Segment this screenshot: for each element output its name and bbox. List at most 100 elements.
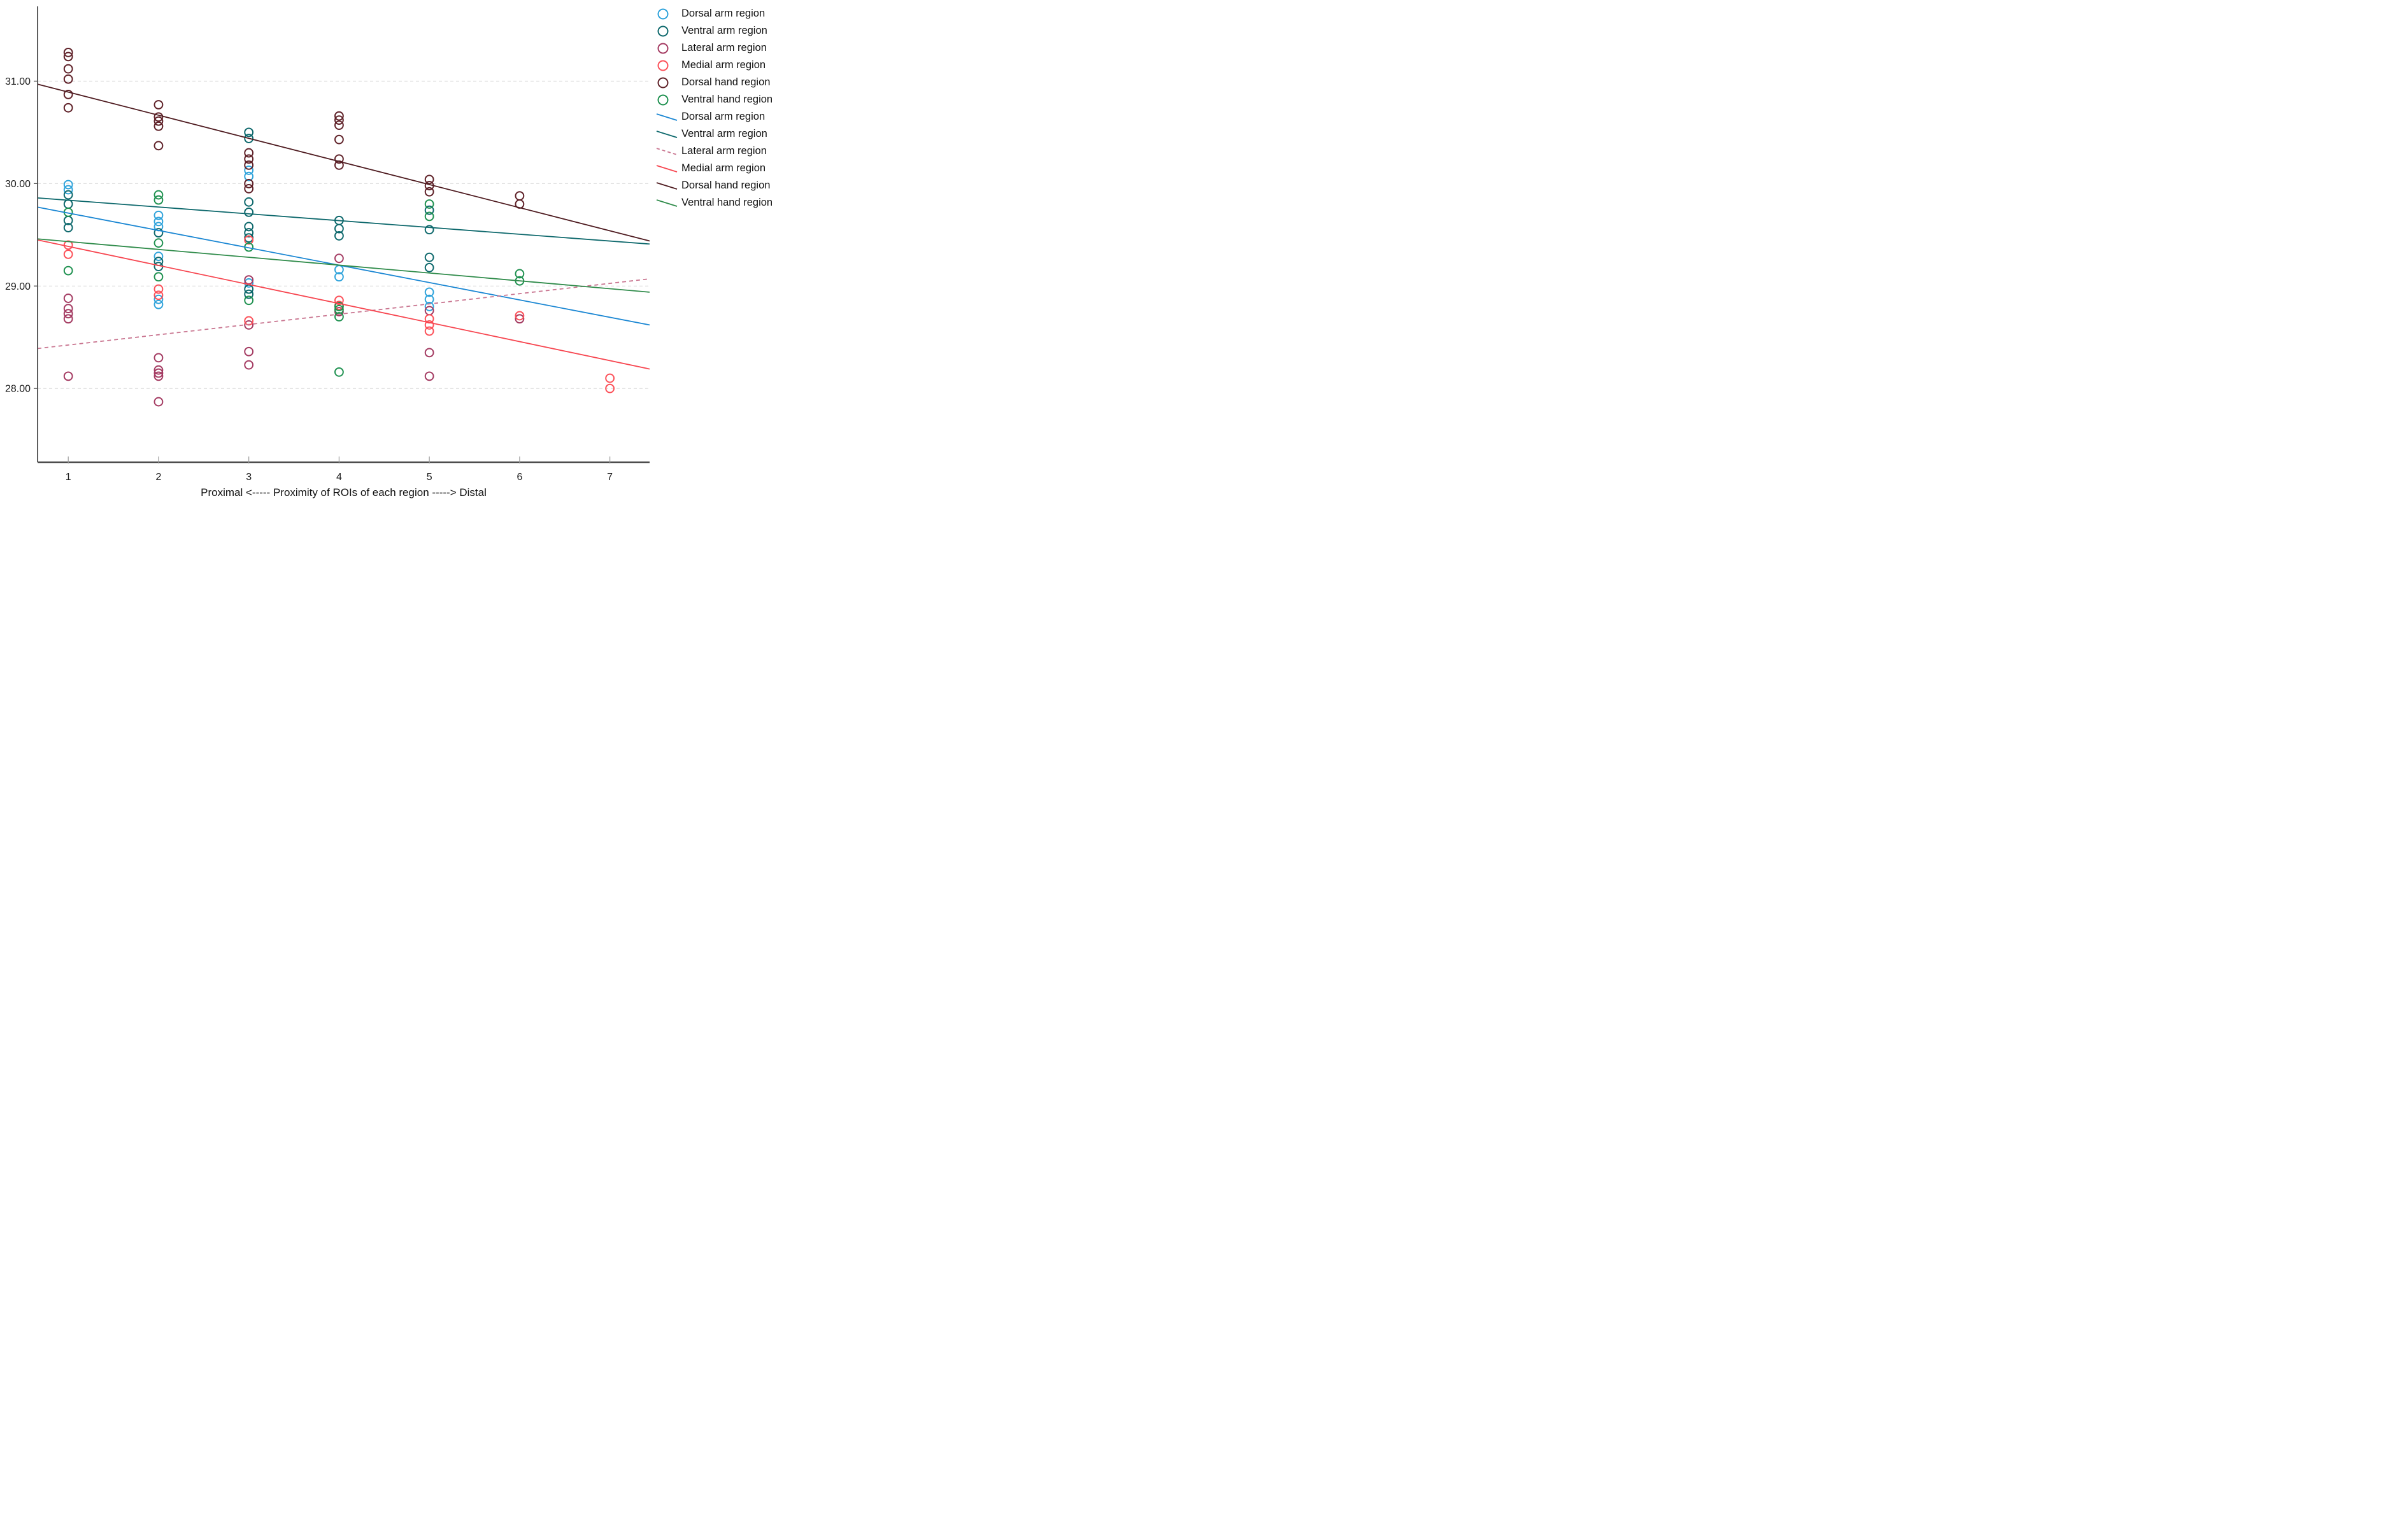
point-ventral-hand	[424, 211, 434, 222]
circle-marker-icon	[657, 60, 669, 71]
scatter-plot-canvas: 28.00 29.00 30.00 31.00 1 2 3 4 5 6 7	[5, 6, 650, 483]
point-ventral-hand	[244, 295, 254, 306]
point-ventral-arm	[63, 190, 73, 200]
fit-line-ventral-arm	[37, 197, 650, 245]
legend-item-line-dorsal-hand-region: Dorsal hand region	[656, 177, 801, 194]
point-lateral-arm	[153, 353, 164, 363]
legend-item-marker-ventral-arm-region: Ventral arm region	[656, 22, 801, 39]
point-dorsal-hand	[153, 116, 164, 126]
legend-label: Dorsal hand region	[681, 180, 771, 192]
point-ventral-arm	[63, 199, 73, 209]
point-dorsal-hand	[334, 134, 344, 145]
point-ventral-hand	[515, 269, 525, 279]
point-lateral-arm	[63, 309, 73, 319]
x-axis-title: Proximal <----- Proximity of ROIs of eac…	[201, 486, 487, 499]
point-dorsal-hand	[63, 74, 73, 84]
legend-item-line-ventral-hand-region: Ventral hand region	[656, 194, 801, 211]
legend-label: Ventral arm region	[681, 128, 767, 140]
point-lateral-arm	[424, 348, 434, 358]
point-lateral-arm	[63, 314, 73, 324]
point-dorsal-arm	[424, 287, 434, 297]
x-tick-label: 2	[155, 472, 161, 483]
fit-line-icon	[656, 181, 678, 190]
point-dorsal-hand	[244, 160, 254, 170]
point-dorsal-hand	[424, 174, 434, 185]
legend-label: Medial arm region	[681, 162, 766, 174]
point-ventral-arm	[244, 127, 254, 138]
point-dorsal-hand	[334, 111, 344, 121]
point-ventral-arm	[244, 134, 254, 143]
legend-label: Dorsal arm region	[681, 8, 766, 20]
fit-line-ventral-hand	[37, 238, 650, 293]
x-tick-label: 4	[336, 472, 342, 483]
fit-line-icon	[656, 164, 678, 173]
point-dorsal-hand	[244, 178, 254, 188]
point-lateral-arm	[424, 371, 434, 381]
point-dorsal-arm	[153, 299, 164, 309]
x-tick-label: 6	[517, 472, 522, 483]
point-ventral-arm	[244, 289, 254, 299]
legend-label: Dorsal hand region	[681, 76, 771, 88]
point-dorsal-hand	[244, 184, 254, 194]
point-medial-arm	[244, 235, 254, 245]
point-dorsal-arm	[334, 272, 344, 282]
point-ventral-hand	[153, 272, 164, 282]
point-ventral-arm	[153, 228, 164, 237]
point-lateral-arm	[244, 346, 254, 357]
point-dorsal-hand	[334, 154, 344, 164]
point-dorsal-hand	[63, 48, 73, 57]
legend-item-marker-medial-arm-region: Medial arm region	[656, 57, 801, 74]
circle-marker-icon	[657, 43, 669, 53]
point-medial-arm	[63, 249, 73, 259]
point-dorsal-hand	[334, 115, 344, 125]
legend-item-line-medial-arm-region: Medial arm region	[656, 160, 801, 177]
point-medial-arm	[424, 320, 434, 330]
point-dorsal-hand	[63, 89, 73, 99]
x-tick-label: 1	[66, 472, 71, 483]
point-dorsal-hand	[244, 154, 254, 164]
legend-item-marker-lateral-arm-region: Lateral arm region	[656, 39, 801, 57]
point-dorsal-hand	[153, 100, 164, 110]
legend-item-marker-dorsal-arm-region: Dorsal arm region	[656, 5, 801, 22]
fit-line-lateral-arm	[37, 278, 650, 350]
point-dorsal-hand	[63, 64, 73, 74]
point-dorsal-hand	[424, 187, 434, 197]
point-dorsal-arm	[244, 278, 254, 288]
legend-label: Lateral arm region	[681, 145, 767, 157]
point-dorsal-arm	[424, 302, 434, 311]
point-ventral-arm	[334, 231, 344, 241]
circle-marker-icon	[657, 8, 669, 19]
legend-item-marker-ventral-hand-region: Ventral hand region	[656, 91, 801, 108]
x-tick-label: 3	[246, 472, 252, 483]
point-ventral-hand	[153, 195, 164, 205]
fit-line-dorsal-hand	[37, 83, 650, 242]
point-ventral-arm	[244, 228, 254, 237]
point-lateral-arm	[63, 304, 73, 314]
point-dorsal-arm	[244, 171, 254, 181]
point-dorsal-arm	[244, 166, 254, 175]
point-ventral-hand	[63, 265, 73, 276]
point-ventral-hand	[334, 302, 344, 311]
legend-label: Ventral hand region	[681, 94, 773, 106]
point-dorsal-hand	[334, 120, 344, 131]
point-medial-arm	[515, 311, 525, 321]
legend-item-line-dorsal-arm-region: Dorsal arm region	[656, 108, 801, 125]
point-dorsal-hand	[244, 148, 254, 158]
point-ventral-hand	[334, 312, 344, 322]
point-lateral-arm	[153, 397, 164, 407]
circle-marker-icon	[657, 94, 669, 105]
legend-label: Medial arm region	[681, 59, 766, 71]
point-lateral-arm	[153, 371, 164, 381]
point-dorsal-hand	[515, 191, 525, 201]
x-tick-label: 7	[607, 472, 613, 483]
circle-marker-icon	[657, 25, 669, 36]
point-ventral-arm	[424, 205, 434, 215]
point-medial-arm	[605, 383, 615, 393]
legend-label: Ventral arm region	[681, 25, 767, 37]
point-medial-arm	[153, 284, 164, 294]
legend-item-line-lateral-arm-region: Lateral arm region	[656, 143, 801, 160]
y-tick-label: 30.00	[5, 179, 31, 190]
legend-label: Lateral arm region	[681, 42, 767, 54]
point-medial-arm	[334, 295, 344, 306]
point-dorsal-hand	[63, 52, 73, 62]
